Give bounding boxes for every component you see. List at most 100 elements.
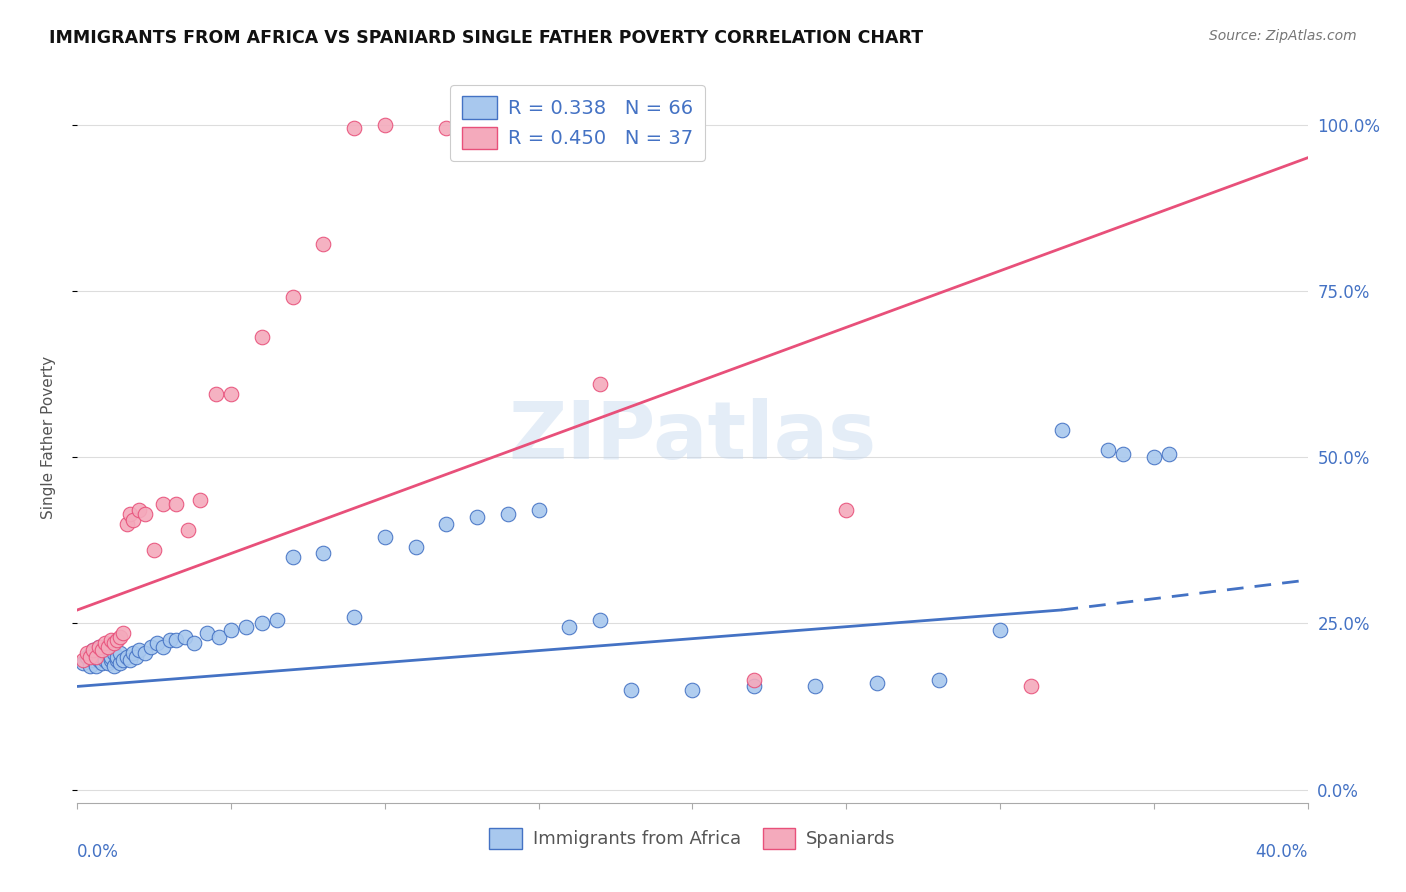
Point: [312, 546, 335, 560]
Point: [125, 649, 148, 664]
Point: [118, 507, 141, 521]
Point: [374, 530, 396, 544]
Point: [100, 653, 122, 667]
Point: [110, 630, 132, 644]
Point: [82, 643, 104, 657]
Point: [589, 613, 612, 627]
Point: [988, 623, 1011, 637]
Point: [188, 493, 212, 508]
Point: [76, 646, 98, 660]
Point: [558, 619, 581, 633]
Point: [97, 656, 120, 670]
Point: [835, 503, 858, 517]
Point: [742, 673, 765, 687]
Point: [112, 626, 135, 640]
Point: [103, 636, 125, 650]
Point: [204, 387, 226, 401]
Text: ZIPatlas: ZIPatlas: [509, 398, 876, 476]
Point: [742, 680, 765, 694]
Point: [219, 387, 242, 401]
Point: [103, 659, 125, 673]
Point: [1050, 424, 1073, 438]
Point: [146, 636, 169, 650]
Point: [343, 609, 366, 624]
Point: [103, 646, 125, 660]
Point: [281, 290, 304, 304]
Point: [82, 653, 104, 667]
Point: [343, 120, 366, 135]
Point: [928, 673, 950, 687]
Point: [105, 649, 128, 664]
Point: [118, 653, 141, 667]
Point: [90, 649, 114, 664]
Point: [121, 646, 143, 660]
Y-axis label: Single Father Poverty: Single Father Poverty: [42, 356, 56, 518]
Point: [183, 636, 205, 650]
Point: [79, 649, 101, 664]
Point: [219, 623, 242, 637]
Point: [94, 646, 117, 660]
Point: [87, 640, 110, 654]
Point: [115, 516, 138, 531]
Point: [436, 516, 458, 531]
Point: [266, 613, 288, 627]
Point: [90, 643, 114, 657]
Point: [79, 659, 101, 673]
Point: [134, 646, 156, 660]
Text: 0.0%: 0.0%: [77, 843, 120, 861]
Point: [97, 640, 120, 654]
Point: [94, 653, 117, 667]
Point: [165, 632, 187, 647]
Point: [235, 619, 257, 633]
Point: [436, 120, 458, 135]
Point: [100, 632, 122, 647]
Point: [94, 636, 117, 650]
Point: [177, 523, 200, 537]
Point: [374, 118, 396, 132]
Point: [465, 509, 488, 524]
Point: [143, 543, 166, 558]
Point: [1019, 680, 1042, 694]
Point: [1112, 447, 1135, 461]
Point: [165, 497, 187, 511]
Point: [620, 682, 643, 697]
Point: [405, 540, 427, 554]
Point: [152, 640, 174, 654]
Point: [121, 513, 143, 527]
Point: [72, 656, 94, 670]
Point: [110, 656, 132, 670]
Point: [804, 680, 827, 694]
Point: [72, 653, 94, 667]
Point: [682, 682, 704, 697]
Point: [1143, 450, 1166, 464]
Point: [100, 649, 122, 664]
Point: [281, 549, 304, 564]
Point: [141, 640, 163, 654]
Point: [84, 646, 107, 660]
Point: [159, 632, 181, 647]
Point: [496, 507, 519, 521]
Point: [195, 626, 218, 640]
Point: [250, 330, 273, 344]
Text: 40.0%: 40.0%: [1256, 843, 1308, 861]
Point: [115, 649, 138, 664]
Point: [527, 503, 550, 517]
Point: [1097, 443, 1119, 458]
Point: [866, 676, 889, 690]
Point: [84, 649, 107, 664]
Point: [128, 503, 150, 517]
Point: [87, 640, 110, 654]
Point: [589, 376, 612, 391]
Point: [90, 656, 114, 670]
Point: [105, 632, 128, 647]
Point: [87, 653, 110, 667]
Point: [134, 507, 156, 521]
Point: [82, 643, 104, 657]
Text: IMMIGRANTS FROM AFRICA VS SPANIARD SINGLE FATHER POVERTY CORRELATION CHART: IMMIGRANTS FROM AFRICA VS SPANIARD SINGL…: [49, 29, 924, 46]
Text: Source: ZipAtlas.com: Source: ZipAtlas.com: [1209, 29, 1357, 43]
Point: [76, 649, 98, 664]
Point: [112, 653, 135, 667]
Legend: Immigrants from Africa, Spaniards: Immigrants from Africa, Spaniards: [482, 821, 903, 856]
Point: [128, 643, 150, 657]
Point: [208, 630, 231, 644]
